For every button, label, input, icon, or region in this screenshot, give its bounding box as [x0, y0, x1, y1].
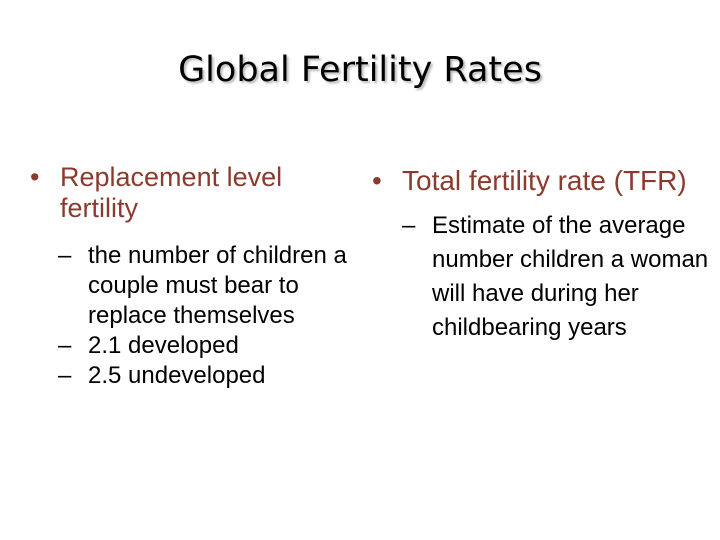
left-subitem: – the number of children a couple must b…	[30, 241, 360, 331]
bullet-icon: •	[30, 162, 40, 192]
left-heading-text: Replacement level fertility	[60, 162, 283, 223]
left-subitem-text: the number of children a couple must bea…	[88, 242, 347, 329]
dash-icon: –	[58, 242, 72, 269]
bullet-icon: •	[372, 165, 382, 196]
dash-icon: –	[402, 212, 416, 239]
right-column: • Total fertility rate (TFR) – Estimate …	[372, 164, 712, 345]
right-subitem-text: Estimate of the average number children …	[432, 212, 709, 341]
left-bullet-heading: • Replacement level fertility	[30, 162, 360, 224]
left-subitem-text: 2.1 developed	[88, 332, 239, 359]
dash-icon: –	[58, 332, 72, 359]
dash-icon: –	[58, 362, 72, 389]
right-bullet-heading: • Total fertility rate (TFR)	[372, 164, 712, 198]
slide-title: Global Fertility Rates	[178, 50, 542, 90]
left-column: • Replacement level fertility – the numb…	[30, 162, 360, 391]
left-subitem: – 2.1 developed	[30, 331, 360, 361]
left-subitem-text: 2.5 undeveloped	[88, 362, 266, 389]
right-subitem: – Estimate of the average number childre…	[372, 209, 712, 345]
left-subitem: – 2.5 undeveloped	[30, 361, 360, 391]
right-heading-text: Total fertility rate (TFR)	[402, 165, 687, 196]
